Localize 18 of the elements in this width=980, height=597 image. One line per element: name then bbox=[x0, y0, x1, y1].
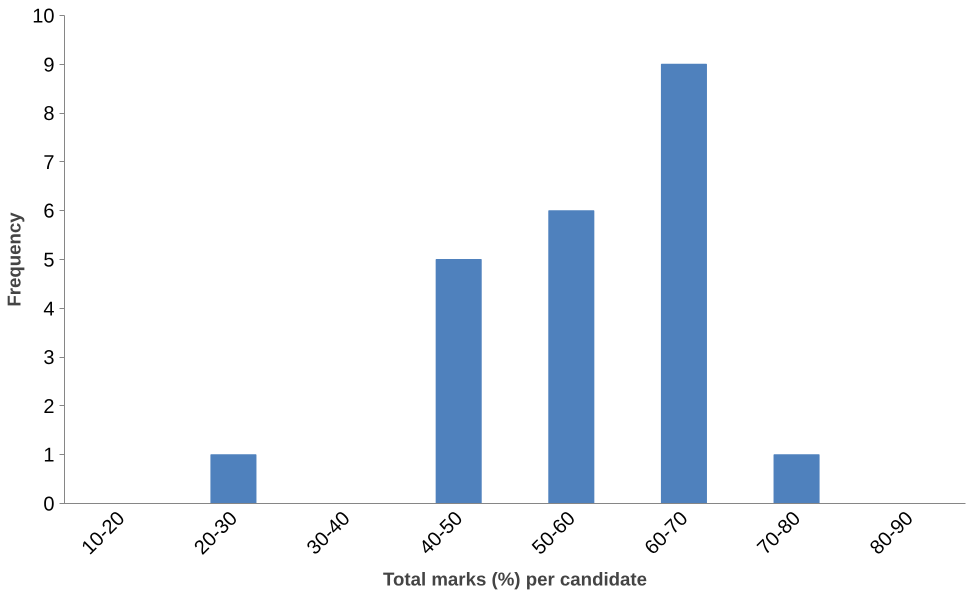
y-tick-label: 5 bbox=[43, 250, 54, 272]
bar bbox=[774, 454, 820, 504]
y-tick-label: 4 bbox=[43, 298, 54, 320]
y-tick-label: 6 bbox=[43, 200, 54, 223]
bar bbox=[660, 64, 707, 504]
y-tick-label: 3 bbox=[43, 347, 54, 370]
y-tick-label: 2 bbox=[43, 396, 54, 418]
y-tick-label: 8 bbox=[43, 103, 54, 126]
y-tick-label: 0 bbox=[43, 494, 54, 516]
bar bbox=[548, 210, 594, 504]
y-tick-label: 10 bbox=[32, 6, 55, 28]
bar bbox=[210, 454, 256, 504]
y-tick-label: 1 bbox=[43, 444, 54, 467]
x-axis-title: Total marks (%) per candidate bbox=[382, 568, 648, 590]
y-tick-label: 9 bbox=[43, 54, 54, 76]
y-tick-label: 7 bbox=[43, 152, 54, 174]
bar bbox=[436, 259, 482, 504]
y-axis-title: Frequency bbox=[3, 212, 24, 307]
